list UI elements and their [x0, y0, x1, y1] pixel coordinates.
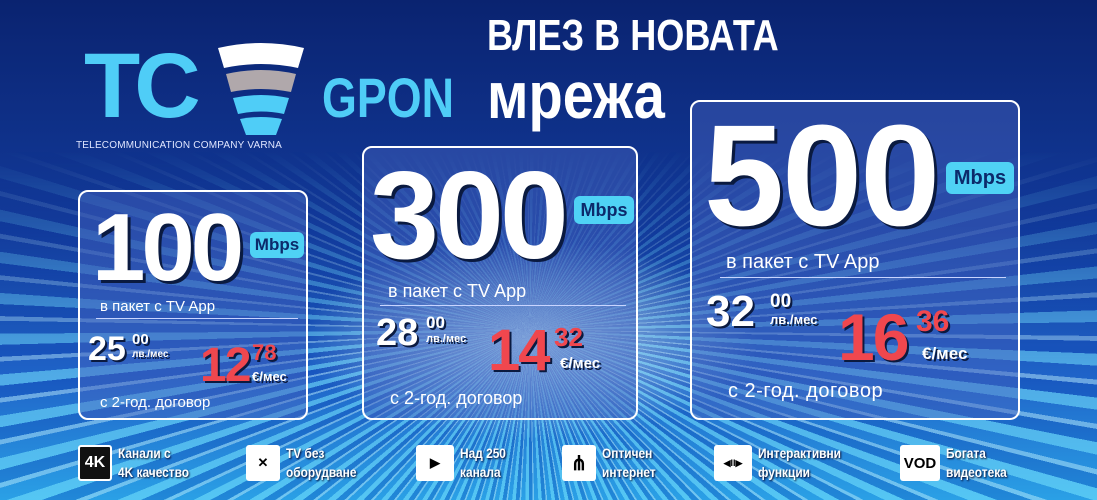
feature-line1: TV без — [286, 445, 325, 461]
feature-line1: Канали с — [118, 445, 171, 461]
feature-4k: 4K Канали с 4K качество — [78, 444, 202, 482]
headline-line2: мрежа — [487, 58, 665, 132]
logo-letters: TC — [84, 35, 201, 137]
plan-card-300[interactable]: 300 Mbps в пакет с TV App 28 00 лв./мес … — [362, 146, 638, 420]
price-eur-int: 16 — [838, 300, 909, 374]
price-bgn-unit: лв./мес — [426, 333, 467, 345]
vod-icon: VOD — [900, 445, 940, 481]
feature-line2: 4K качество — [118, 464, 190, 480]
contract-label: с 2-год. договор — [728, 380, 884, 402]
divider — [380, 305, 626, 306]
price-eur-int: 12 — [200, 339, 251, 392]
feature-channels: ▶ Над 250 канала — [416, 444, 514, 482]
price-eur-unit: €/мес — [252, 369, 287, 384]
feature-line2: интернет — [602, 464, 656, 480]
package-label: в пакет с TV App — [726, 251, 880, 273]
feature-no-equipment: ✕ TV без оборудване — [246, 444, 369, 482]
package-label: в пакет с TV App — [100, 298, 216, 315]
price-bgn-unit: лв./мес — [132, 349, 169, 360]
interactive-icon: ◀II▶ — [714, 445, 752, 481]
logo: TC TELECOMMUNICATION COMPANY VARNA — [76, 40, 306, 155]
price-bgn-int: 32 — [706, 287, 755, 336]
plan-speed: 100 — [92, 194, 244, 301]
feature-line2: видеотека — [946, 464, 1007, 480]
divider — [96, 318, 298, 319]
plan-card-500[interactable]: 500 Mbps в пакет с TV App 32 00 лв./мес … — [690, 100, 1020, 420]
no-equipment-icon: ✕ — [246, 445, 280, 481]
feature-line1: Богата — [946, 445, 986, 461]
feature-line2: канала — [460, 464, 501, 480]
price-bgn-int: 28 — [376, 312, 419, 354]
price-eur-unit: €/мес — [560, 355, 601, 372]
feature-vod: VOD Богата видеотека — [900, 444, 1018, 482]
headline-line1: ВЛЕЗ В НОВАТА — [487, 11, 779, 60]
fiber-optic-icon: ⋔ — [562, 445, 596, 481]
contract-label: с 2-год. договор — [100, 394, 211, 411]
feature-line2: оборудване — [286, 464, 357, 480]
feature-line2: функции — [758, 464, 810, 480]
feature-line1: Над 250 — [460, 445, 506, 461]
speed-unit-badge: Mbps — [574, 196, 634, 224]
plan-speed: 300 — [370, 147, 569, 285]
contract-label: с 2-год. договор — [390, 388, 523, 408]
package-label: в пакет с TV App — [388, 281, 527, 301]
price-eur-dec: 36 — [916, 305, 950, 338]
feature-fiber: ⋔ Оптичен интернет — [562, 444, 665, 482]
wifi-logo-icon — [218, 43, 304, 135]
price-bgn-dec: 00 — [132, 331, 149, 348]
price-eur-unit: €/мес — [922, 344, 968, 363]
plan-speed: 500 — [704, 95, 940, 256]
speed-unit-badge: Mbps — [946, 162, 1014, 194]
headline-gpon: GPON — [322, 66, 454, 129]
price-eur-int: 14 — [488, 318, 550, 383]
plan-card-100[interactable]: 100 Mbps в пакет с TV App 25 00 лв./мес … — [78, 190, 308, 420]
price-bgn-unit: лв./мес — [770, 312, 818, 327]
4k-icon: 4K — [78, 445, 112, 481]
logo-tagline: TELECOMMUNICATION COMPANY VARNA — [76, 140, 283, 151]
price-eur-dec: 32 — [554, 322, 583, 352]
feature-interactive: ◀II▶ Интерактивни функции — [714, 444, 856, 482]
price-eur-dec: 78 — [252, 340, 277, 365]
speed-unit-badge: Mbps — [250, 232, 304, 258]
price-bgn-dec: 00 — [426, 313, 445, 332]
price-bgn-dec: 00 — [770, 291, 792, 312]
background-glow — [300, 240, 760, 440]
feature-line1: Оптичен — [602, 445, 653, 461]
feature-line1: Интерактивни — [758, 445, 841, 461]
tv-play-icon: ▶ — [416, 445, 454, 481]
divider — [720, 277, 1006, 278]
price-bgn-int: 25 — [88, 330, 126, 368]
